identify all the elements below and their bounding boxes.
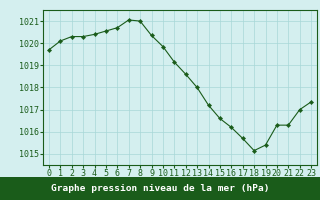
Text: Graphe pression niveau de la mer (hPa): Graphe pression niveau de la mer (hPa): [51, 184, 269, 193]
